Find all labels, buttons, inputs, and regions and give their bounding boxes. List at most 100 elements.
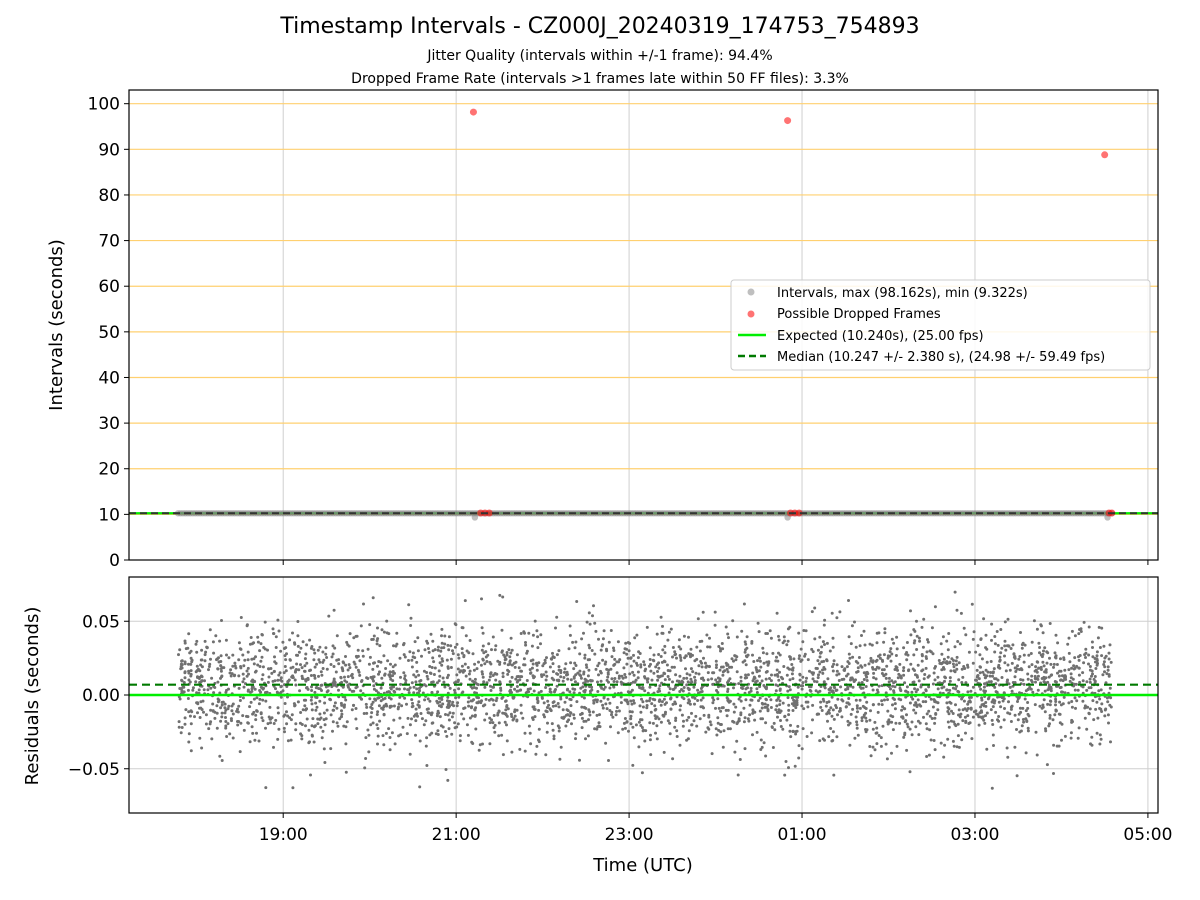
residual-point bbox=[799, 647, 803, 651]
residual-point bbox=[771, 746, 775, 749]
residual-point bbox=[294, 683, 298, 687]
residual-point bbox=[366, 728, 370, 732]
residual-point bbox=[622, 666, 626, 670]
residual-point bbox=[718, 668, 722, 672]
residual-point bbox=[467, 696, 471, 700]
residual-point bbox=[321, 650, 325, 654]
dropped-frame-point bbox=[469, 108, 477, 116]
residual-point bbox=[399, 682, 403, 686]
residual-point bbox=[920, 669, 924, 673]
residual-point bbox=[958, 642, 962, 646]
residual-point bbox=[503, 720, 507, 724]
residual-point bbox=[460, 712, 464, 716]
residual-point bbox=[587, 708, 591, 712]
residual-point bbox=[441, 659, 445, 663]
residual-point bbox=[177, 653, 180, 657]
residual-point bbox=[239, 721, 243, 725]
residual-point bbox=[1016, 700, 1019, 703]
residual-point bbox=[1033, 674, 1037, 678]
residual-point bbox=[707, 665, 711, 669]
residual-point bbox=[279, 690, 283, 694]
residual-point bbox=[587, 718, 590, 722]
residual-point bbox=[1084, 647, 1088, 651]
residual-point bbox=[838, 709, 842, 713]
residual-point bbox=[1023, 697, 1027, 701]
residual-point bbox=[289, 718, 293, 722]
residual-point bbox=[822, 659, 826, 663]
residual-point bbox=[674, 716, 678, 720]
residual-point bbox=[508, 660, 512, 664]
residual-point bbox=[679, 658, 683, 662]
residual-point bbox=[877, 734, 881, 737]
residual-point bbox=[854, 715, 858, 719]
residual-point bbox=[220, 675, 224, 679]
residual-point bbox=[982, 673, 986, 677]
residual-point bbox=[1034, 680, 1037, 684]
residual-point bbox=[224, 724, 228, 728]
residual-point bbox=[735, 635, 739, 639]
residual-point bbox=[769, 706, 773, 709]
residual-point bbox=[805, 735, 809, 738]
dropped-frame-rate-subtitle: Dropped Frame Rate (intervals >1 frames … bbox=[351, 71, 849, 87]
residuals-y-tick-label: 0.05 bbox=[82, 612, 120, 632]
residual-point bbox=[880, 684, 884, 688]
residual-point bbox=[285, 710, 288, 714]
residual-point bbox=[593, 621, 597, 625]
residual-point bbox=[1088, 665, 1092, 668]
residual-point bbox=[784, 760, 788, 763]
residual-point bbox=[375, 713, 379, 716]
residual-point bbox=[180, 726, 184, 729]
residual-point bbox=[1013, 675, 1017, 679]
residual-point bbox=[1019, 631, 1022, 634]
residual-point bbox=[829, 706, 833, 710]
residual-point bbox=[789, 735, 793, 739]
residual-point bbox=[447, 648, 451, 652]
residual-point bbox=[902, 673, 906, 677]
residual-point bbox=[333, 646, 337, 650]
residual-point bbox=[639, 663, 643, 667]
residual-point bbox=[1061, 679, 1065, 683]
residual-point bbox=[309, 674, 313, 677]
residual-point bbox=[592, 604, 595, 608]
residual-point bbox=[335, 658, 339, 662]
residual-point bbox=[694, 714, 698, 718]
residual-point bbox=[759, 665, 763, 669]
residual-point bbox=[767, 660, 771, 664]
residual-point bbox=[865, 728, 869, 732]
residual-point bbox=[787, 708, 791, 712]
residual-point bbox=[761, 651, 765, 655]
residual-point bbox=[231, 736, 235, 740]
residual-point bbox=[264, 786, 268, 790]
residual-point bbox=[890, 751, 893, 755]
residual-point bbox=[515, 719, 519, 723]
residual-point bbox=[651, 721, 655, 725]
residual-point bbox=[1068, 679, 1072, 683]
residual-point bbox=[892, 641, 896, 645]
residual-point bbox=[798, 654, 801, 658]
residual-point bbox=[246, 658, 250, 662]
residual-point bbox=[712, 698, 716, 702]
residual-point bbox=[629, 690, 633, 694]
residual-point bbox=[557, 668, 561, 672]
residual-point bbox=[472, 668, 476, 672]
residual-point bbox=[942, 685, 946, 689]
residual-point bbox=[1006, 617, 1010, 621]
residual-point bbox=[318, 687, 322, 691]
residual-point bbox=[376, 626, 379, 630]
residual-point bbox=[959, 712, 963, 716]
residual-point bbox=[671, 702, 675, 706]
residual-point bbox=[1023, 643, 1027, 647]
residual-point bbox=[773, 673, 777, 677]
residual-point bbox=[251, 731, 255, 735]
residual-point bbox=[739, 699, 743, 703]
residual-point bbox=[584, 663, 588, 667]
residual-point bbox=[1062, 695, 1066, 699]
residual-point bbox=[1011, 643, 1015, 647]
residual-point bbox=[359, 624, 363, 628]
residual-point bbox=[856, 666, 860, 670]
residual-point bbox=[1103, 714, 1107, 718]
residual-point bbox=[791, 729, 795, 733]
residual-point bbox=[1009, 707, 1013, 711]
residual-point bbox=[556, 702, 560, 705]
